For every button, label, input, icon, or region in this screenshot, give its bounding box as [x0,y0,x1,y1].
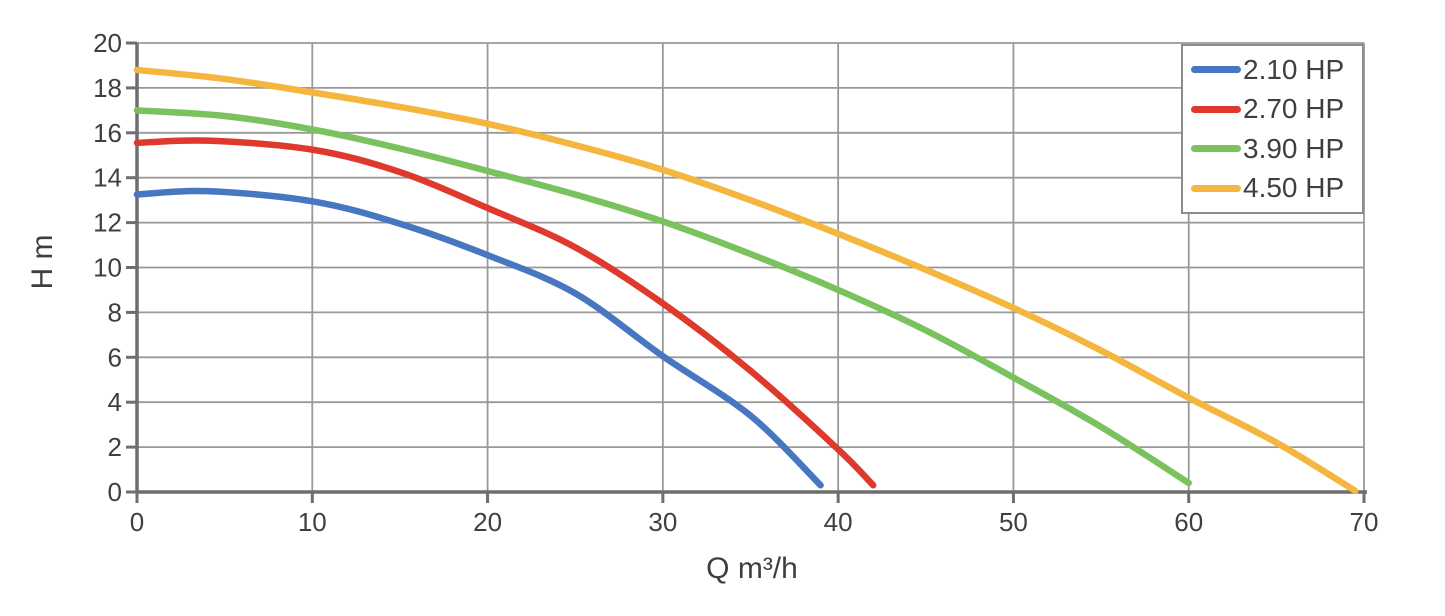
y-tick-label: 4 [108,387,122,417]
x-tick-label: 20 [473,507,502,537]
gridlines [137,42,1365,492]
curve-3-90-hp [133,107,1192,487]
y-axis-title: H m [26,235,59,290]
y-tick-label: 20 [93,28,122,58]
y-tick-label: 10 [93,253,122,283]
curve-4-50-hp [133,66,1359,495]
series-curves [133,66,1359,495]
y-tick-label: 2 [108,432,122,462]
x-axis-title: Q m³/h [706,552,798,585]
x-tick-label: 70 [1350,507,1379,537]
y-tick-label: 8 [108,297,122,327]
y-tick-label: 6 [108,342,122,372]
legend-item: 3.90 HP [1183,129,1362,169]
legend-line-swatch [1191,66,1241,74]
x-tick-label: 10 [298,507,327,537]
y-tick-label: 0 [108,477,122,507]
legend-label: 2.10 HP [1243,53,1345,85]
legend-line-swatch [1191,184,1241,192]
legend-item: 2.10 HP [1183,50,1362,90]
tick-marks [126,41,1366,503]
x-tick-label: 60 [1174,507,1203,537]
x-axis-tick-labels: 0 10 20 30 40 50 60 70 [130,507,1379,537]
legend-item: 4.50 HP [1183,169,1362,209]
x-tick-label: 50 [999,507,1028,537]
curve-2-10-hp [133,187,824,489]
x-tick-label: 0 [130,507,144,537]
legend-line-swatch [1191,105,1241,113]
legend-label: 4.50 HP [1243,172,1345,204]
y-tick-label: 16 [93,118,122,148]
legend-label: 2.70 HP [1243,93,1345,125]
y-axis-tick-labels: 0 2 4 6 8 10 12 14 16 18 20 [93,28,122,507]
curve-2-70-hp [133,137,877,489]
y-tick-label: 12 [93,208,122,238]
y-tick-label: 18 [93,73,122,103]
x-tick-label: 40 [824,507,853,537]
legend-item: 2.70 HP [1183,90,1362,130]
x-tick-label: 30 [648,507,677,537]
y-tick-label: 14 [93,163,122,193]
legend-label: 3.90 HP [1243,132,1345,164]
legend-line-swatch [1191,145,1241,153]
legend: 2.10 HP 2.70 HP 3.90 HP 4.50 HP [1181,44,1364,214]
